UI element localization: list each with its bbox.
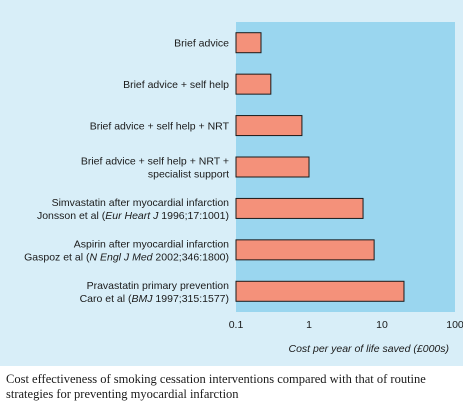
bar — [235, 32, 262, 54]
category-label: Caro et al (BMJ 1997;315:1577) — [80, 293, 229, 305]
category-label: Aspirin after myocardial infarction — [74, 238, 229, 250]
x-tick-label: 10 — [376, 319, 388, 331]
x-tick-label: 100 — [446, 319, 463, 331]
category-label: Brief advice — [174, 38, 229, 50]
bar — [235, 239, 375, 261]
bar — [235, 197, 364, 219]
x-tick-label: 0.1 — [229, 319, 244, 331]
category-label: Simvastatin after myocardial infarction — [52, 197, 230, 209]
bar — [235, 73, 272, 95]
figure-caption: Cost effectiveness of smoking cessation … — [6, 372, 426, 401]
bar — [235, 280, 405, 302]
bar — [235, 115, 303, 137]
category-label: Brief advice + self help — [123, 79, 229, 91]
category-label: Brief advice + self help + NRT + — [81, 156, 229, 168]
category-label: Pravastatin primary prevention — [87, 280, 230, 292]
bar — [235, 156, 310, 178]
category-label: specialist support — [148, 169, 229, 181]
category-label: Gaspoz et al (N Engl J Med 2002;346:1800… — [24, 251, 229, 263]
chart: Brief advice Brief advice + self help Brie… — [24, 22, 463, 355]
x-axis-title: Cost per year of life saved (£000s) — [289, 343, 450, 355]
category-label: Jonsson et al (Eur Heart J 1996;17:1001) — [37, 210, 229, 222]
x-tick-label: 1 — [306, 319, 312, 331]
category-label: Brief advice + self help + NRT — [90, 121, 230, 133]
